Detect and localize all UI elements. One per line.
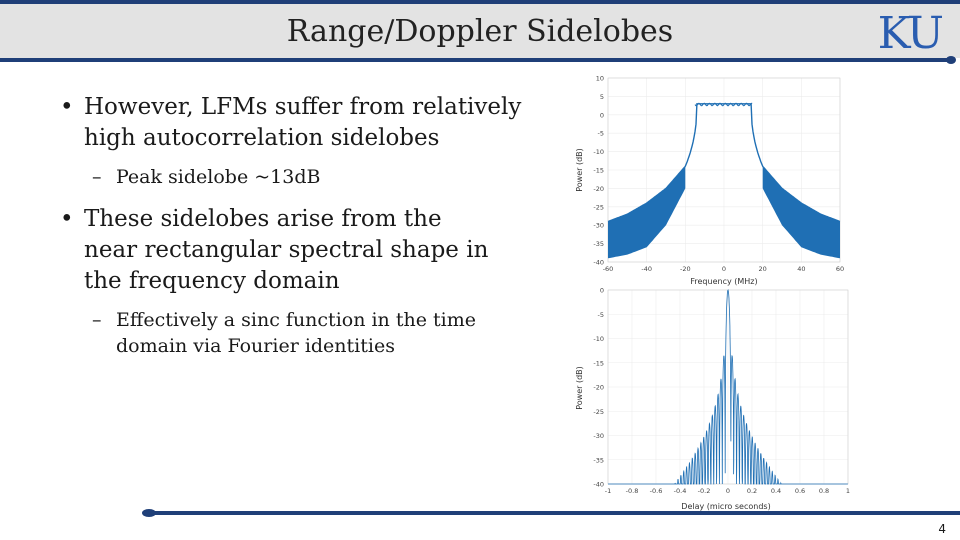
bullet-text: However, LFMs suffer from relatively hig… [84, 94, 522, 151]
autocorrelation-xtick-label: 0.6 [795, 487, 805, 495]
spectrum-ytick-label: -25 [593, 203, 604, 211]
spectrum-ytick-label: -35 [593, 240, 604, 248]
spectrum-xtick-label: 0 [722, 265, 726, 273]
autocorrelation-ylabel: Power (dB) [575, 366, 584, 410]
autocorrelation-xtick-label: -1 [605, 487, 611, 495]
spectrum-xlabel: Frequency (MHz) [690, 277, 757, 286]
ku-logo: KU [877, 8, 944, 59]
spectrum-passband-ripple [694, 102, 753, 107]
autocorrelation-ytick-label: -40 [593, 481, 604, 489]
spectrum-sideband-fill [608, 166, 840, 259]
autocorrelation-ytick-label: -20 [593, 384, 604, 392]
header-divider-end [946, 56, 956, 64]
autocorrelation-ytick-label: -35 [593, 456, 604, 464]
spectrum-ytick-label: -20 [593, 185, 604, 193]
autocorrelation-line [608, 289, 848, 485]
bullet-marker: • [60, 94, 74, 120]
sub-bullet-marker: – [92, 166, 102, 188]
autocorrelation-xtick-label: -0.2 [698, 487, 711, 495]
bullet-item: • However, LFMs suffer from relatively h… [60, 92, 560, 154]
spectrum-ytick-label: -15 [593, 167, 604, 175]
sub-bullet-text: Peak sidelobe ~13dB [116, 166, 321, 188]
top-rule [0, 0, 960, 4]
autocorrelation-ytick-label: -5 [598, 311, 604, 319]
autocorrelation-xlabel: Delay (micro seconds) [681, 502, 770, 511]
spectrum-ylabel: Power (dB) [575, 148, 584, 192]
autocorrelation-xtick-label: 0.4 [771, 487, 781, 495]
autocorrelation-ytick-label: -30 [593, 432, 604, 440]
spectrum-ytick-label: 10 [596, 75, 604, 83]
footer-divider [150, 511, 960, 515]
bullet-item: • These sidelobes arise from the near re… [60, 204, 560, 297]
sub-bullet-marker: – [92, 309, 102, 331]
spectrum-xtick-label: -40 [641, 265, 652, 273]
sub-bullet-item: – Effectively a sinc function in the tim… [60, 307, 560, 359]
spectrum-frame [607, 77, 841, 263]
autocorrelation-xtick-label: -0.6 [650, 487, 663, 495]
autocorrelation-xtick-label: 0.2 [747, 487, 757, 495]
autocorrelation-xtick-label: -0.4 [674, 487, 687, 495]
spectrum-xtick-label: 20 [759, 265, 767, 273]
bullet-marker: • [60, 206, 74, 232]
spectrum-ytick-label: -10 [593, 148, 604, 156]
autocorrelation-ytick-label: -25 [593, 408, 604, 416]
autocorrelation-chart: 0 -5 -10 -15 -20 -25 -30 -35 -40 -1 -0.8 -0.6 -0.4 -… [575, 287, 850, 512]
autocorrelation-ytick-label: 0 [600, 287, 604, 295]
spectrum-xtick-label: -20 [680, 265, 691, 273]
footer-divider-start [142, 509, 156, 517]
spectrum-ytick-label: -40 [593, 259, 604, 267]
bullet-text: These sidelobes arise from the near rect… [84, 206, 489, 294]
slide-title: Range/Doppler Sidelobes [286, 14, 674, 49]
spectrum-xtick-label: -60 [603, 265, 614, 273]
autocorrelation-xtick-label: 0.8 [819, 487, 829, 495]
spectrum-xtick-label: 60 [836, 265, 844, 273]
sub-bullet-item: – Peak sidelobe ~13dB [60, 164, 560, 190]
sub-bullet-text: Effectively a sinc function in the time … [116, 309, 476, 357]
autocorrelation-ytick-label: -15 [593, 359, 604, 367]
page-number: 4 [938, 522, 946, 536]
spectrum-ytick-label: 0 [600, 111, 604, 119]
autocorrelation-xtick-label: 1 [846, 487, 850, 495]
spectrum-xtick-label: 40 [797, 265, 805, 273]
bullet-list: • However, LFMs suffer from relatively h… [60, 92, 560, 373]
spectrum-ytick-label: 5 [600, 93, 604, 101]
autocorrelation-ytick-label: -10 [593, 335, 604, 343]
header-divider [0, 58, 952, 62]
spectrum-ytick-label: -30 [593, 222, 604, 230]
title-bar: Range/Doppler Sidelobes KU [0, 0, 960, 59]
autocorrelation-xtick-label: -0.8 [626, 487, 639, 495]
autocorrelation-xtick-label: 0 [726, 487, 730, 495]
spectrum-ytick-label: -5 [598, 130, 604, 138]
